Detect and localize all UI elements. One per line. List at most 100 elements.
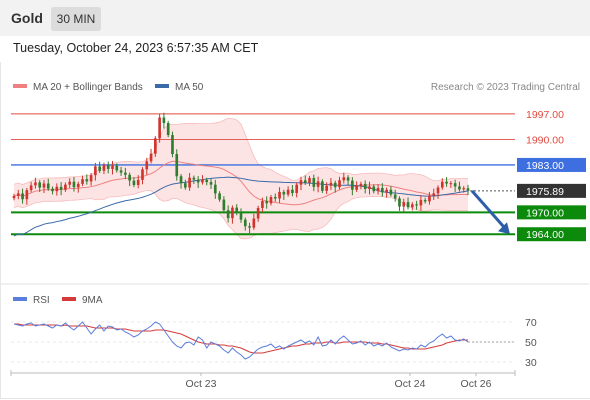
candle (458, 181, 461, 192)
candle-body (213, 184, 217, 194)
candle-body (136, 179, 140, 185)
candle (175, 149, 179, 181)
candle (462, 186, 466, 193)
candle-body (398, 198, 401, 207)
candle (445, 176, 448, 187)
candle (286, 186, 290, 197)
candle-body (72, 181, 76, 188)
candle-body (402, 202, 406, 207)
candle (303, 175, 307, 185)
candlesticks (12, 112, 470, 234)
candle (359, 181, 363, 190)
candle-body (428, 195, 431, 202)
candle (325, 182, 328, 195)
candle-body (124, 172, 127, 175)
candle-body (171, 135, 174, 154)
ma50-legend-swatch (155, 84, 169, 88)
candle (94, 162, 97, 181)
candle-body (81, 179, 84, 184)
candle-body (325, 185, 328, 191)
candle-body (295, 184, 299, 194)
candle (231, 205, 234, 224)
candle (81, 175, 84, 187)
candle-body (145, 161, 149, 170)
candle-body (312, 178, 316, 187)
candle (162, 112, 166, 129)
timeframe-button[interactable]: 30 MIN (51, 7, 101, 31)
candle-body (248, 226, 251, 228)
level-label-0: 1997.00 (526, 109, 564, 121)
candle-body (16, 193, 20, 196)
candle (136, 175, 140, 189)
level-label-1: 1990.00 (526, 134, 564, 146)
rsi-panel: 70 50 30 (11, 317, 537, 369)
candle-body (209, 182, 213, 185)
candle (342, 172, 346, 184)
candle-body (368, 186, 371, 190)
candle-body (55, 186, 59, 192)
candle (46, 178, 50, 191)
candle-body (440, 181, 444, 188)
watermark: Research © 2023 Trading Central (431, 82, 580, 93)
candle (132, 177, 136, 188)
candle (243, 217, 247, 231)
candle-body (51, 188, 54, 192)
level-labels: 1997.00 1990.00 1983.00 1975.89 1970.00 1964.… (517, 109, 586, 242)
ma9-legend-label: 9MA (82, 295, 103, 306)
candle (351, 177, 354, 196)
candle (235, 204, 239, 216)
candle (410, 202, 414, 211)
candle-body (154, 138, 157, 154)
candle (85, 174, 89, 185)
chart-frame (0, 62, 590, 399)
forecast-arrow-head (498, 222, 510, 235)
candle-body (415, 204, 418, 206)
candle-body (239, 213, 243, 220)
candle-body (278, 191, 281, 199)
candle-body (111, 165, 114, 169)
candle (406, 197, 410, 210)
candle-body (423, 199, 427, 202)
candle-body (363, 183, 367, 190)
candle-body (359, 183, 363, 187)
candle-body (453, 183, 457, 187)
candle-body (286, 189, 290, 195)
candle (295, 182, 299, 198)
candle (440, 178, 444, 190)
candle-body (265, 201, 269, 204)
candle (372, 184, 376, 194)
candle (55, 183, 59, 196)
candle-body (102, 164, 106, 171)
rsi-tick-label: 50 (525, 337, 537, 349)
candle-body (252, 218, 256, 228)
candle (218, 191, 221, 202)
candle-body (188, 177, 191, 188)
candle-body (393, 194, 397, 199)
candle-body (406, 202, 410, 208)
candle-body (445, 181, 448, 184)
candle (278, 187, 281, 203)
forecast-arrow-shaft (470, 189, 507, 230)
candle-body (149, 153, 153, 162)
candle (128, 172, 131, 187)
candle (42, 180, 46, 194)
candle-body (462, 188, 466, 190)
candle (106, 161, 110, 174)
candle (34, 177, 37, 189)
instrument-title: Gold (11, 10, 43, 26)
candle (209, 178, 213, 190)
candle (282, 189, 286, 200)
chart-datetime: Tuesday, October 24, 2023 6:57:35 AM CET (13, 41, 259, 55)
candle-body (256, 207, 260, 219)
candle (51, 186, 54, 195)
candle-body (231, 207, 234, 219)
candle (415, 200, 418, 210)
candle-body (385, 189, 388, 193)
candle (145, 157, 149, 175)
candle (436, 185, 440, 199)
candle (171, 131, 174, 158)
candle (312, 174, 316, 192)
candle-body (333, 182, 337, 188)
candle-body (316, 181, 320, 187)
